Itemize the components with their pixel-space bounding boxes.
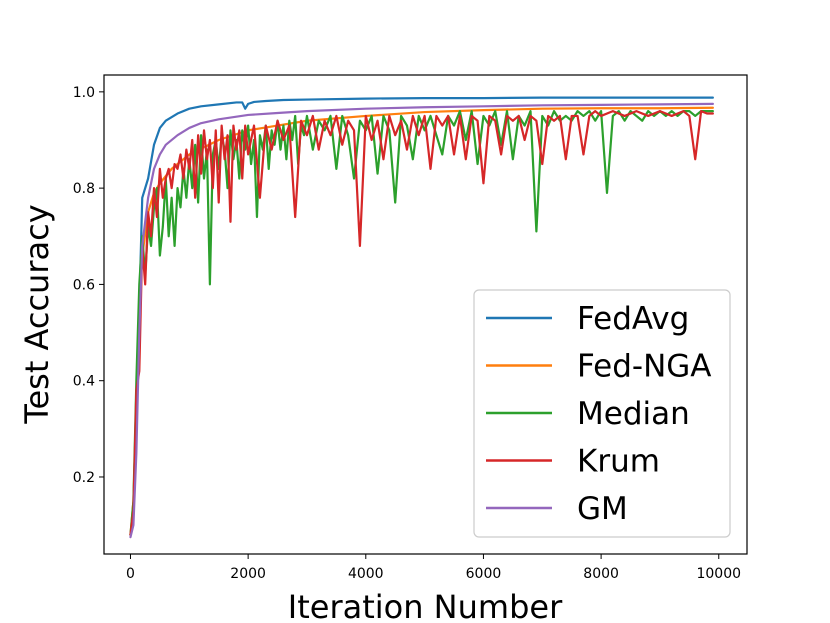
legend-label-krum: Krum [577, 444, 660, 480]
y-tick-label: 0.8 [73, 181, 95, 197]
legend-label-fed-nga: Fed-NGA [577, 349, 712, 385]
y-tick-label: 0.6 [73, 277, 95, 293]
series-line-gm [129, 102, 714, 539]
legend-label-fedavg: FedAvg [577, 301, 689, 337]
plot-frame [103, 74, 748, 555]
y-tick-label: 1.0 [73, 85, 95, 101]
series-lines [129, 96, 714, 539]
legend: FedAvg Fed-NGA Median Krum GM [473, 289, 731, 538]
x-tick-label: 0 [126, 566, 135, 582]
x-axis-ticks: 0 2000 4000 6000 8000 10000 [126, 554, 741, 582]
series-line-krum [129, 110, 714, 536]
legend-box [473, 289, 731, 538]
y-axis-ticks: 0.2 0.4 0.6 0.8 1.0 [73, 85, 104, 486]
x-axis-label: Iteration Number [288, 588, 563, 623]
x-tick-label: 10000 [696, 566, 741, 582]
x-tick-label: 8000 [583, 566, 619, 582]
x-tick-label: 2000 [230, 566, 266, 582]
legend-label-gm: GM [577, 491, 628, 527]
y-tick-label: 0.2 [73, 470, 95, 486]
y-tick-label: 0.4 [73, 374, 95, 390]
x-tick-label: 6000 [466, 566, 502, 582]
series-line-fedavg [129, 96, 714, 536]
y-axis-label: Test Accuracy [18, 204, 56, 424]
x-tick-label: 4000 [348, 566, 384, 582]
legend-label-median: Median [577, 396, 690, 432]
